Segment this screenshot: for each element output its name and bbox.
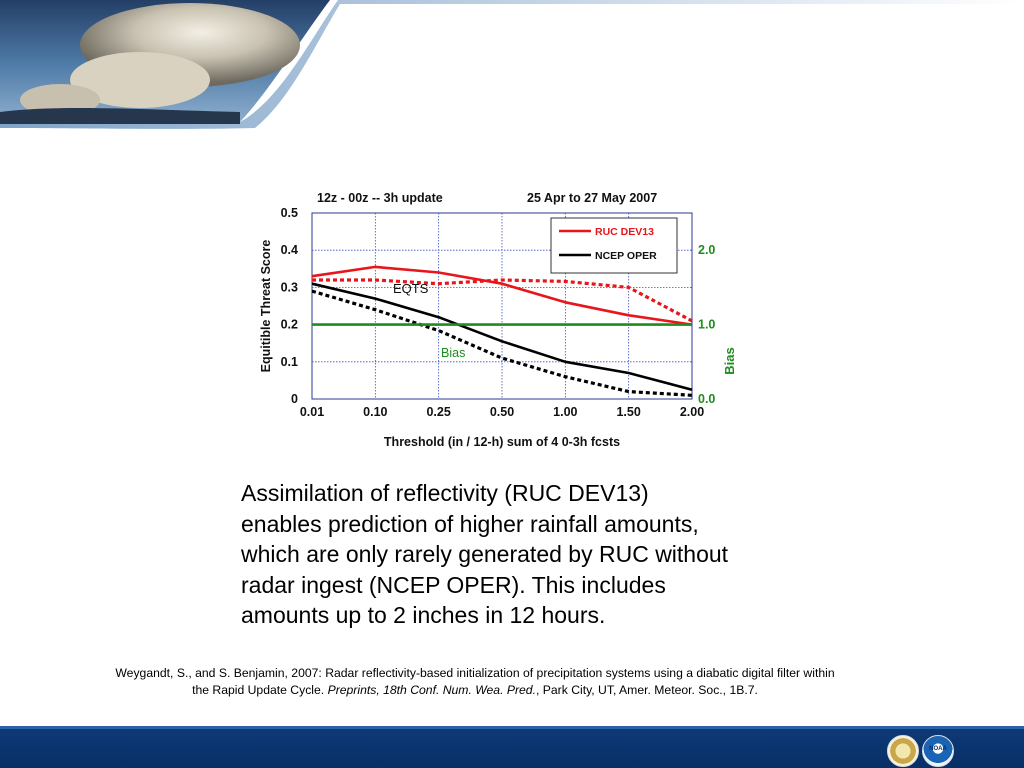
chart-title: 12z - 00z -- 3h update [317,191,443,205]
y2-tick-label: 1.0 [698,318,715,332]
x-tick-label: 0.10 [363,405,387,419]
noaa-logo-icon: NOAA [922,735,954,767]
y-tick-label: 0.3 [281,280,298,294]
department-of-commerce-seal-icon [887,735,919,767]
x-tick-label: 0.25 [426,405,450,419]
y-tick-label: 0.2 [281,318,298,332]
x-tick-label: 0.01 [300,405,324,419]
y2-tick-label: 0.0 [698,392,715,406]
x-tick-label: 1.50 [616,405,640,419]
caption-line: enables prediction of higher rainfall am… [241,510,699,537]
x-axis-label: Threshold (in / 12-h) sum of 4 0-3h fcst… [384,435,620,449]
series-line-ruc-dev13-ets [311,265,693,326]
y2-axis-label: Bias [722,347,737,374]
citation-text: the Rapid Update Cycle. [192,683,328,697]
grid [312,213,692,399]
citation-line-1: Weygandt, S., and S. Benjamin, 2007: Rad… [115,666,835,680]
caption-line: which are only rarely generated by RUC w… [241,541,729,567]
citation: Weygandt, S., and S. Benjamin, 2007: Rad… [40,665,910,699]
eqts-annotation: EQTS [393,281,429,296]
footer-divider [0,726,1024,729]
series-line-ruc-dev13-bias [312,278,693,323]
storm-cloud-image [0,0,1024,129]
y-tick-label: 0.1 [281,355,298,369]
ets-bias-chart: 12z - 00z -- 3h update 25 Apr to 27 May … [255,185,750,455]
legend-label-ruc-dev13: RUC DEV13 [595,226,654,238]
chart-subtitle: 25 Apr to 27 May 2007 [527,191,657,205]
y2-tick-label: 2.0 [698,243,715,257]
bias-annotation: Bias [441,346,465,360]
caption-line: Assimilation of reflectivity (RUC DEV13) [241,480,649,506]
citation-line-2: the Rapid Update Cycle. Preprints, 18th … [40,682,910,699]
caption-line: radar ingest (NCEP OPER). This includes [241,571,666,598]
series-line-ncep-oper-ets [311,282,693,391]
x-tick-label: 0.50 [490,405,514,419]
footer-bar: NOAA [0,726,1024,768]
legend-box [550,217,678,274]
x-tick-label: 1.00 [553,405,577,419]
noaa-logo-label: NOAA [929,746,947,752]
caption-paragraph: Assimilation of reflectivity (RUC DEV13)… [241,478,801,631]
x-tick-label: 2.00 [680,405,704,419]
y-tick-label: 0.5 [281,206,298,220]
y-tick-label: 0.4 [281,243,298,257]
y-axis-label: Equitible Threat Score [259,240,273,373]
citation-details: , Park City, UT, Amer. Meteor. Soc., 1B.… [535,683,758,697]
caption-line: amounts up to 2 inches in 12 hours. [241,602,606,628]
legend-label-ncep-oper: NCEP OPER [595,250,657,262]
series-line-ncep-oper-bias [311,289,693,397]
y-tick-label: 0 [291,392,298,406]
legend: RUC DEV13 NCEP OPER [550,217,678,274]
chart-canvas: 12z - 00z -- 3h update 25 Apr to 27 May … [259,191,737,449]
citation-source: Preprints, 18th Conf. Num. Wea. Pred. [327,683,536,697]
header-banner [0,0,1024,130]
series-layer [311,265,693,397]
